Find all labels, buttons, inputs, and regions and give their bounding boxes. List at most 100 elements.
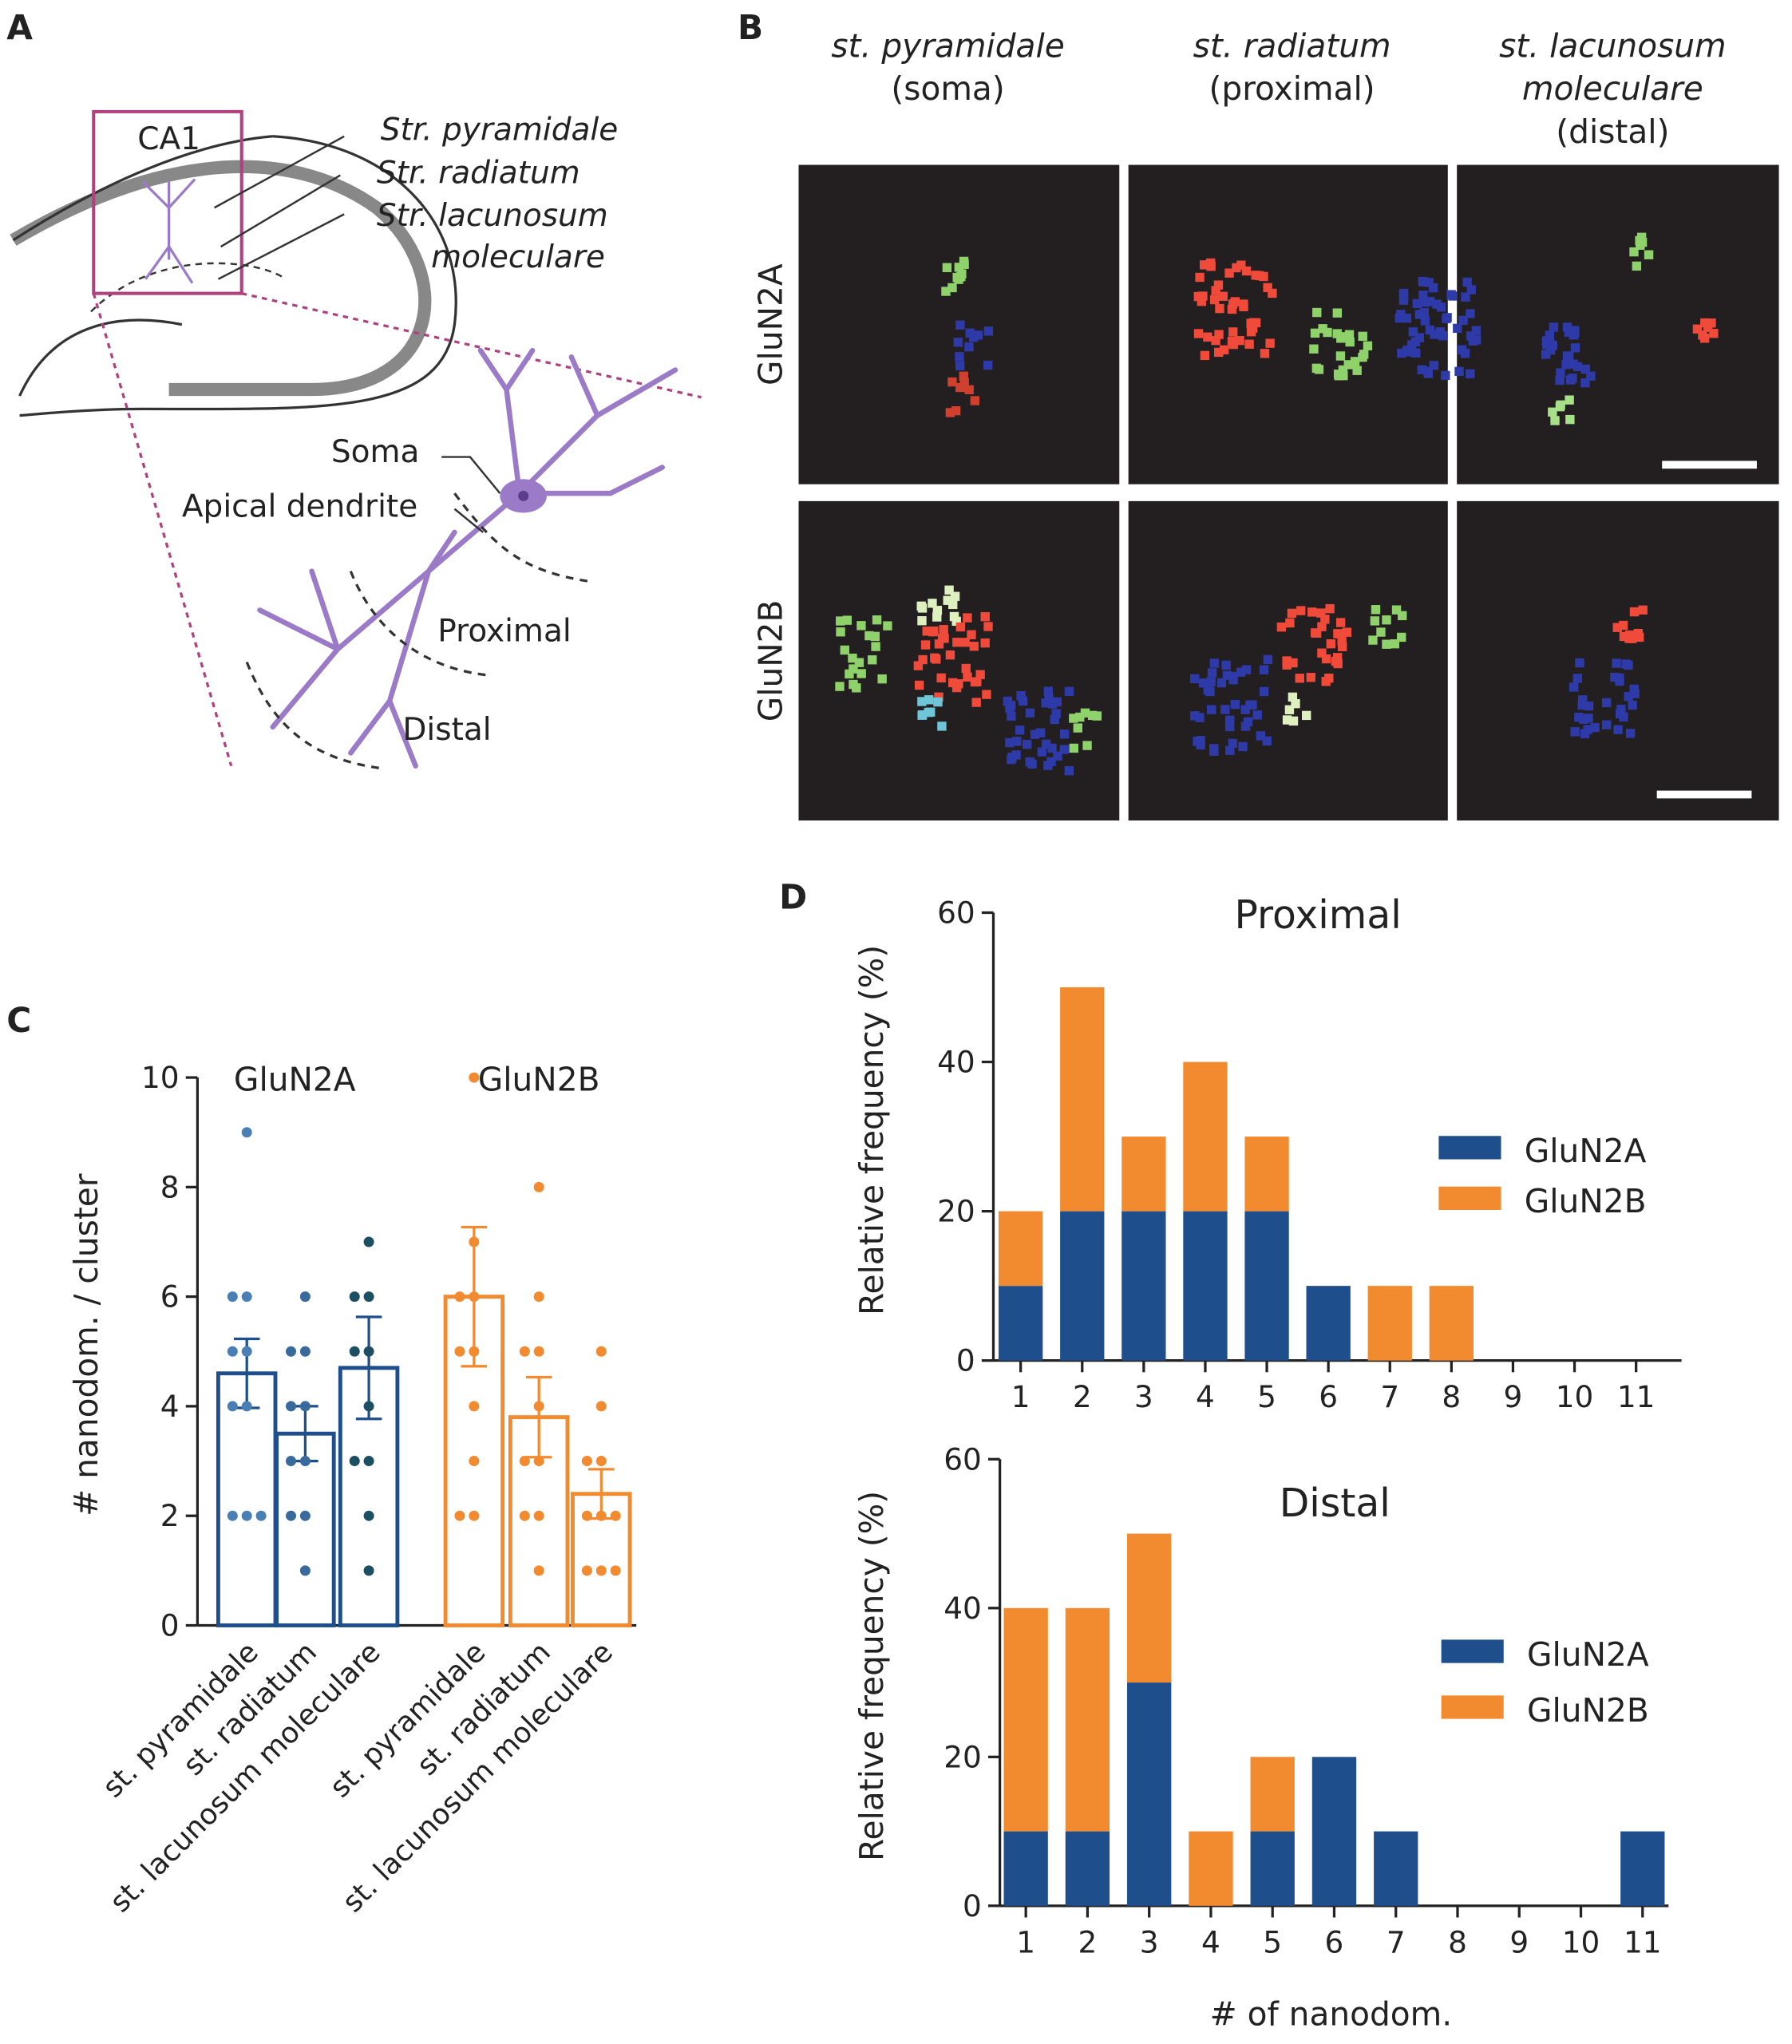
localization xyxy=(945,650,955,660)
micrograph-grid: st. pyramidale (soma) st. radiatum (proxima… xyxy=(751,27,1779,821)
data-point xyxy=(519,1346,530,1357)
localization xyxy=(980,611,990,622)
localization xyxy=(1345,337,1355,347)
localization xyxy=(1236,260,1246,270)
x-tick-label: 7 xyxy=(1387,1924,1406,1959)
localization xyxy=(933,697,943,707)
localization xyxy=(1207,668,1217,678)
data-point xyxy=(469,1291,480,1303)
localization xyxy=(932,612,942,622)
localization xyxy=(969,332,979,342)
localization xyxy=(1580,378,1590,388)
localization xyxy=(1466,369,1475,378)
data-point xyxy=(286,1510,297,1521)
localization xyxy=(936,673,946,683)
bar-segment xyxy=(1121,1211,1166,1361)
localization xyxy=(871,642,880,651)
localization xyxy=(1337,636,1347,646)
localization xyxy=(1628,700,1637,710)
localization xyxy=(1235,335,1244,346)
legend-label: GluN2A xyxy=(1525,1132,1647,1170)
data-point xyxy=(241,1510,252,1521)
localization xyxy=(1320,615,1330,624)
localization xyxy=(1550,416,1560,425)
localization xyxy=(1466,285,1476,295)
data-point xyxy=(519,1510,530,1521)
localization xyxy=(937,722,947,731)
x-tick-label: 9 xyxy=(1509,1924,1529,1959)
data-point xyxy=(595,1565,607,1576)
localization xyxy=(1225,745,1235,755)
localization xyxy=(944,585,954,595)
localization xyxy=(1080,708,1090,718)
y-tick-label: 40 xyxy=(943,1591,982,1626)
localization xyxy=(1230,297,1240,306)
y-tick-label: 40 xyxy=(937,1045,975,1080)
localization xyxy=(1059,745,1070,754)
data-point xyxy=(241,1346,252,1357)
localization xyxy=(1390,639,1399,649)
localization xyxy=(1630,689,1640,698)
localization xyxy=(932,606,943,615)
localization xyxy=(1382,639,1391,649)
layer-label: moleculare xyxy=(431,239,605,275)
localization xyxy=(1047,699,1058,709)
column-header: moleculare xyxy=(1522,69,1703,108)
data-point xyxy=(227,1346,238,1357)
localization xyxy=(1574,712,1584,722)
scale-bar xyxy=(1656,790,1752,799)
localization xyxy=(943,595,952,605)
legend-label: GluN2B xyxy=(1527,1691,1649,1730)
localization xyxy=(964,342,974,352)
localization xyxy=(854,658,864,667)
localization xyxy=(959,259,969,269)
localization xyxy=(1053,751,1062,761)
data-point xyxy=(581,1565,592,1576)
localization xyxy=(1564,327,1574,337)
localization xyxy=(1216,678,1227,688)
localization xyxy=(1284,705,1295,714)
data-point xyxy=(519,1456,530,1467)
localization xyxy=(1621,659,1631,669)
scale-bar xyxy=(1662,461,1757,469)
data-point xyxy=(595,1510,607,1521)
y-tick-label: 60 xyxy=(937,895,975,931)
localization xyxy=(1441,370,1450,381)
localization xyxy=(1637,237,1648,247)
localization xyxy=(1613,725,1623,734)
localization xyxy=(1562,322,1572,332)
localization xyxy=(1370,616,1380,626)
localization xyxy=(1225,715,1235,725)
bar-segment xyxy=(1060,987,1105,1212)
localization xyxy=(1035,728,1046,737)
part-label: Apical dendrite xyxy=(182,488,417,524)
localization xyxy=(1224,722,1235,732)
localization xyxy=(1324,673,1334,683)
localization xyxy=(1199,260,1209,270)
localization xyxy=(1041,739,1051,749)
bar-segment xyxy=(1367,1286,1412,1361)
localization xyxy=(1350,357,1360,366)
localization xyxy=(983,622,993,631)
localization xyxy=(1323,327,1332,338)
panel-label: A xyxy=(6,8,33,47)
localization xyxy=(955,622,966,632)
localization xyxy=(1420,298,1430,307)
localization xyxy=(1228,671,1238,682)
bar-segment xyxy=(1374,1831,1418,1906)
localization xyxy=(848,653,857,663)
localization xyxy=(1402,345,1412,355)
localization xyxy=(1282,715,1292,725)
part-label: Distal xyxy=(402,712,491,748)
localization xyxy=(1429,361,1439,370)
x-tick-label: 5 xyxy=(1257,1379,1276,1414)
hippocampus-schematic xyxy=(10,109,702,770)
part-label: Proximal xyxy=(437,614,571,650)
localization xyxy=(953,338,963,347)
localization xyxy=(1618,620,1628,631)
layer-label: Str. radiatum xyxy=(377,155,580,191)
legend-swatch xyxy=(1441,1695,1504,1719)
localization xyxy=(1244,339,1254,349)
localization xyxy=(1453,323,1462,334)
localization xyxy=(1448,291,1458,301)
